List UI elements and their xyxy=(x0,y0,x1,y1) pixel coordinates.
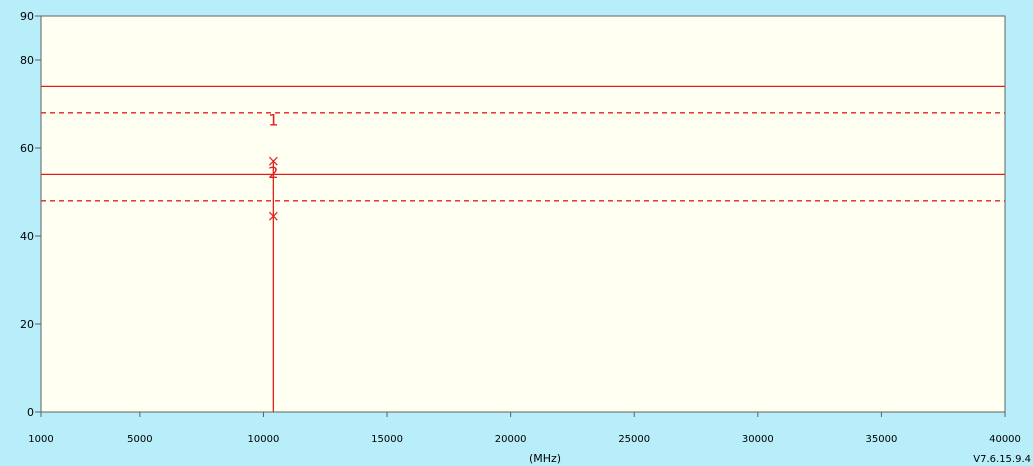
x-axis: 1000 5000 10000 15000 20000 25000 30000 35000 40… xyxy=(28,412,1021,445)
marker-label: 1 xyxy=(268,110,278,129)
cross-marker xyxy=(268,211,278,221)
marker-label: 2 xyxy=(268,163,278,182)
x-tick-label: 30000 xyxy=(742,434,774,445)
y-tick-label: 80 xyxy=(20,54,34,67)
cross-marker xyxy=(268,156,278,166)
version-text: V7.6.15.9.4 xyxy=(973,454,1031,465)
x-tick-label: 20000 xyxy=(495,434,527,445)
trace-layer: 12 xyxy=(268,110,278,412)
y-tick-label: 90 xyxy=(20,10,34,23)
x-tick-label: 15000 xyxy=(371,434,403,445)
x-tick-label: 35000 xyxy=(866,434,898,445)
cross-stroke xyxy=(268,156,278,166)
y-axis: 0 20 40 60 80 90 xyxy=(20,10,41,419)
x-tick-label: 25000 xyxy=(618,434,650,445)
y-tick-label: 40 xyxy=(20,230,34,243)
y-tick-label: 60 xyxy=(20,142,34,155)
x-axis-label: (MHz) xyxy=(529,452,561,465)
y-tick-label: 20 xyxy=(20,318,34,331)
x-tick-label: 5000 xyxy=(127,434,152,445)
x-tick-label: 1000 xyxy=(28,434,53,445)
cross-stroke xyxy=(268,211,278,221)
plot-area xyxy=(40,15,1006,413)
limit-lines xyxy=(41,85,1005,202)
y-tick-label: 0 xyxy=(27,406,34,419)
x-tick-label: 10000 xyxy=(248,434,280,445)
x-tick-label: 40000 xyxy=(989,434,1021,445)
